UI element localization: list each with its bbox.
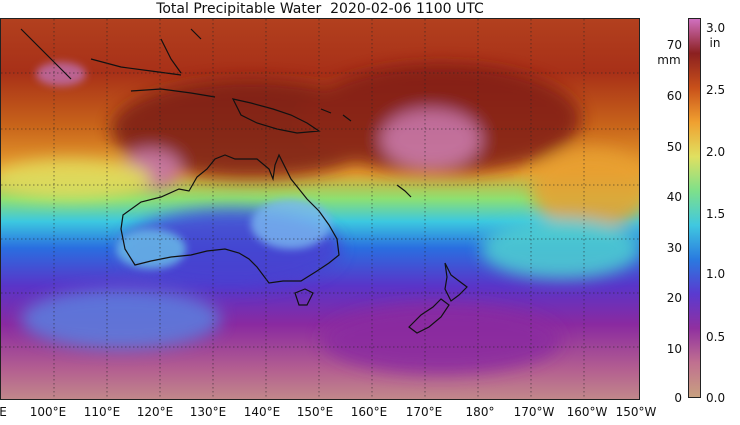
x-tick-label: 100°E (29, 405, 67, 419)
x-tick-label: 140°E (243, 405, 281, 419)
x-tick-label: 170°E (405, 405, 443, 419)
x-tick-label: 180° (465, 405, 495, 419)
in-tick-label: 0.5 (706, 330, 726, 344)
in-tick-label: 2.0 (706, 145, 726, 159)
tpw-map (0, 18, 640, 400)
x-tick-label: 160°W (566, 405, 608, 419)
new-zealand-south (408, 298, 450, 334)
colorbar-gradient (689, 19, 700, 397)
in-tick-label: 1.5 (706, 207, 726, 221)
x-tick-label: 170°W (513, 405, 555, 419)
x-tick-label: 150°W (615, 405, 657, 419)
in-tick-label: 3.0 (706, 21, 726, 35)
x-tick-label: 160°E (350, 405, 388, 419)
mm-unit-label: mm (657, 53, 681, 67)
in-tick-label: 1.0 (706, 267, 726, 281)
new-zealand-north (444, 262, 468, 302)
mm-tick-label: 50 (666, 140, 682, 154)
mm-tick-label: 60 (666, 89, 682, 103)
x-tick-label: E (0, 405, 7, 419)
new-caledonia-outline (396, 184, 412, 198)
map-title: Total Precipitable Water 2020-02-06 1100… (156, 1, 484, 17)
x-tick-label: 150°E (296, 405, 334, 419)
inch-unit-label: in (709, 36, 721, 50)
x-tick-label: 120°E (136, 405, 174, 419)
tasmania-outline (294, 288, 314, 306)
in-tick-label: 2.5 (706, 83, 726, 97)
in-tick-label: 0.0 (706, 391, 726, 405)
mm-tick-label: 10 (666, 342, 682, 356)
mm-tick-label: 70 (666, 38, 682, 52)
mm-tick-label: 30 (666, 241, 682, 255)
mm-tick-label: 0 (674, 391, 682, 405)
x-tick-label: 130°E (189, 405, 227, 419)
australia-outline (120, 153, 340, 284)
indonesia-outline (20, 28, 216, 98)
colorbar (688, 18, 701, 398)
mm-tick-label: 40 (666, 190, 682, 204)
mm-tick-label: 20 (666, 291, 682, 305)
x-tick-label: 110°E (83, 405, 121, 419)
